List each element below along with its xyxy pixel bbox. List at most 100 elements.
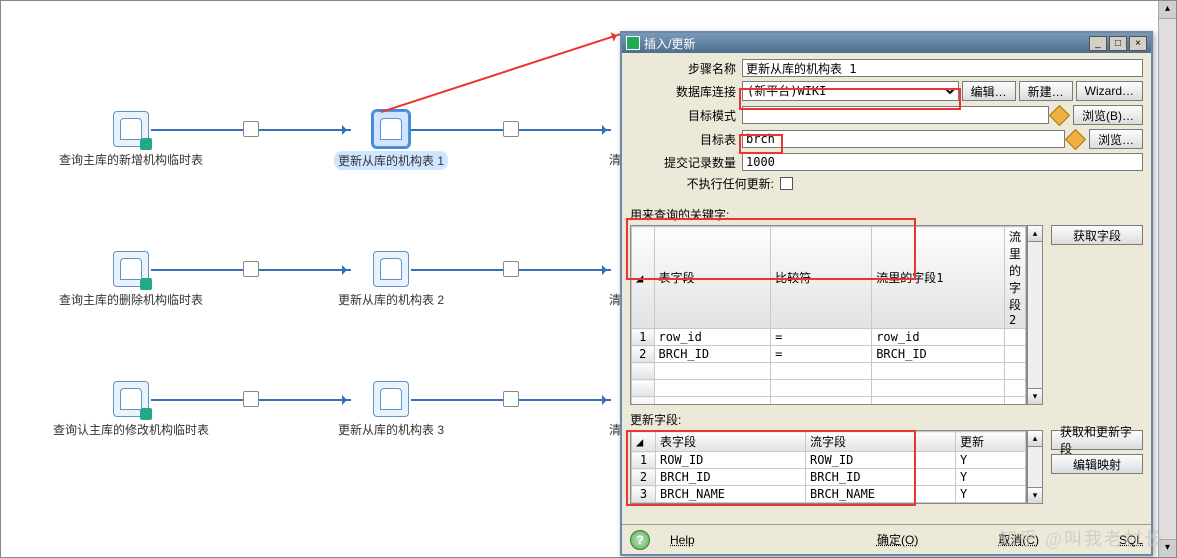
hop-icon (503, 261, 519, 277)
col-header[interactable]: ◢ (632, 432, 656, 452)
get-fields-button[interactable]: 获取字段 (1051, 225, 1143, 245)
cell[interactable]: BRCH_ID (806, 469, 956, 486)
cell[interactable]: BRCH_NAME (806, 486, 956, 503)
step-icon (113, 381, 149, 417)
wizard-button[interactable]: Wizard… (1076, 81, 1143, 101)
step-name-input[interactable] (742, 59, 1143, 77)
get-update-fields-button[interactable]: 获取和更新字段 (1051, 430, 1143, 450)
col-header[interactable]: 更新 (956, 432, 1026, 452)
ok-button[interactable]: 确定(O) (877, 531, 918, 548)
step-icon (373, 111, 409, 147)
help-icon[interactable]: ? (630, 530, 650, 550)
upd-grid-area: ◢表字段流字段更新1ROW_IDROW_IDY2BRCH_IDBRCH_IDY3… (630, 430, 1143, 504)
cell[interactable]: ROW_ID (656, 452, 806, 469)
target-table-input[interactable] (742, 130, 1065, 148)
col-header[interactable]: 表字段 (656, 432, 806, 452)
col-header[interactable]: 流字段 (806, 432, 956, 452)
hop-icon (243, 121, 259, 137)
cell[interactable]: Y (956, 486, 1026, 503)
cell[interactable]: Y (956, 469, 1026, 486)
row-number: 2 (632, 469, 656, 486)
label-db-conn: 数据库连接 (630, 83, 742, 100)
page-scrollbar[interactable]: ▴ ▾ (1158, 1, 1176, 557)
cell[interactable]: Y (956, 452, 1026, 469)
flow-hop[interactable] (151, 269, 351, 271)
etl-canvas[interactable]: 查询主库的新增机构临时表更新从库的机构表 1清空主库的新增查询主库的删除机构临时… (1, 1, 621, 557)
cell[interactable]: BRCH_ID (656, 469, 806, 486)
commit-size-input[interactable] (742, 153, 1143, 171)
step-icon (113, 111, 149, 147)
flow-hop[interactable] (411, 399, 611, 401)
table-row[interactable]: 2BRCH_IDBRCH_IDY (632, 469, 1026, 486)
table-row[interactable]: 1ROW_IDROW_IDY (632, 452, 1026, 469)
target-schema-input[interactable] (742, 106, 1049, 124)
flow-step[interactable]: 查询主库的新增机构临时表 (51, 111, 211, 168)
col-header[interactable]: 流里的字段2 (1004, 227, 1025, 329)
col-header[interactable]: ◢ (632, 227, 655, 329)
cell[interactable]: row_id (654, 329, 771, 346)
dialog-title: 插入/更新 (644, 35, 695, 52)
close-button[interactable]: × (1129, 36, 1147, 51)
variable-icon[interactable] (1065, 128, 1086, 149)
table-row[interactable]: 1row_id=row_id (632, 329, 1026, 346)
browse-table-button[interactable]: 浏览… (1089, 129, 1143, 149)
scroll-up-icon[interactable]: ▴ (1159, 1, 1176, 19)
sql-button[interactable]: SQL (1119, 533, 1143, 547)
cancel-button[interactable]: 取消(C) (998, 531, 1039, 548)
flow-step[interactable]: 更新从库的机构表 1 (311, 111, 471, 170)
flow-step[interactable]: 查询主库的删除机构临时表 (51, 251, 211, 308)
step-label: 更新从库的机构表 3 (338, 423, 444, 437)
corner-icon: ◢ (636, 271, 643, 285)
flow-hop[interactable] (411, 269, 611, 271)
flow-step[interactable]: 查询认主库的修改机构临时表 (51, 381, 211, 438)
browse-schema-button[interactable]: 浏览(B)… (1073, 105, 1143, 125)
cell[interactable] (1004, 329, 1025, 346)
key-grid-scrollbar[interactable]: ▴ ▾ (1027, 225, 1043, 405)
table-row[interactable]: 2BRCH_ID=BRCH_ID (632, 346, 1026, 363)
key-grid-area: ◢ 表字段比较符流里的字段1流里的字段21row_id=row_id2BRCH_I… (630, 225, 1143, 405)
scroll-up-icon[interactable]: ▴ (1028, 431, 1042, 447)
cell[interactable]: BRCH_ID (654, 346, 771, 363)
cell[interactable] (1004, 346, 1025, 363)
minimize-button[interactable]: _ (1089, 36, 1107, 51)
flow-step[interactable]: 更新从库的机构表 2 (311, 251, 471, 308)
cell[interactable]: row_id (872, 329, 1005, 346)
upd-grid[interactable]: ◢表字段流字段更新1ROW_IDROW_IDY2BRCH_IDBRCH_IDY3… (630, 430, 1027, 504)
col-header[interactable]: 流里的字段1 (872, 227, 1005, 329)
flow-hop[interactable] (151, 129, 351, 131)
scroll-up-icon[interactable]: ▴ (1028, 226, 1042, 242)
corner-icon: ◢ (636, 435, 643, 449)
cell[interactable]: ROW_ID (806, 452, 956, 469)
scroll-down-icon[interactable]: ▾ (1028, 388, 1042, 404)
maximize-button[interactable]: □ (1109, 36, 1127, 51)
step-icon (113, 251, 149, 287)
new-conn-button[interactable]: 新建… (1019, 81, 1073, 101)
label-commit-size: 提交记录数量 (630, 154, 742, 171)
scroll-down-icon[interactable]: ▾ (1028, 487, 1042, 503)
hop-icon (243, 391, 259, 407)
table-row[interactable]: 3BRCH_NAMEBRCH_NAMEY (632, 486, 1026, 503)
no-update-checkbox[interactable] (780, 177, 793, 190)
cell[interactable]: = (771, 346, 872, 363)
col-header[interactable]: 比较符 (771, 227, 872, 329)
db-conn-select[interactable]: (新平台)WIKI (742, 81, 959, 101)
table-row[interactable] (632, 380, 1026, 397)
help-link[interactable]: Help (670, 533, 695, 547)
flow-hop[interactable] (411, 129, 611, 131)
upd-grid-scrollbar[interactable]: ▴ ▾ (1027, 430, 1043, 504)
cell[interactable]: BRCH_NAME (656, 486, 806, 503)
cell[interactable]: BRCH_ID (872, 346, 1005, 363)
table-row[interactable] (632, 363, 1026, 380)
edit-mapping-button[interactable]: 编辑映射 (1051, 454, 1143, 474)
dialog-titlebar[interactable]: 插入/更新 _ □ × (622, 33, 1151, 53)
flow-hop[interactable] (151, 399, 351, 401)
key-grid[interactable]: ◢ 表字段比较符流里的字段1流里的字段21row_id=row_id2BRCH_I… (630, 225, 1027, 405)
step-label: 查询主库的新增机构临时表 (59, 153, 203, 167)
cell[interactable]: = (771, 329, 872, 346)
flow-step[interactable]: 更新从库的机构表 3 (311, 381, 471, 438)
variable-icon[interactable] (1049, 104, 1070, 125)
table-row[interactable] (632, 397, 1026, 406)
edit-conn-button[interactable]: 编辑… (962, 81, 1016, 101)
scroll-down-icon[interactable]: ▾ (1159, 539, 1176, 557)
col-header[interactable]: 表字段 (654, 227, 771, 329)
